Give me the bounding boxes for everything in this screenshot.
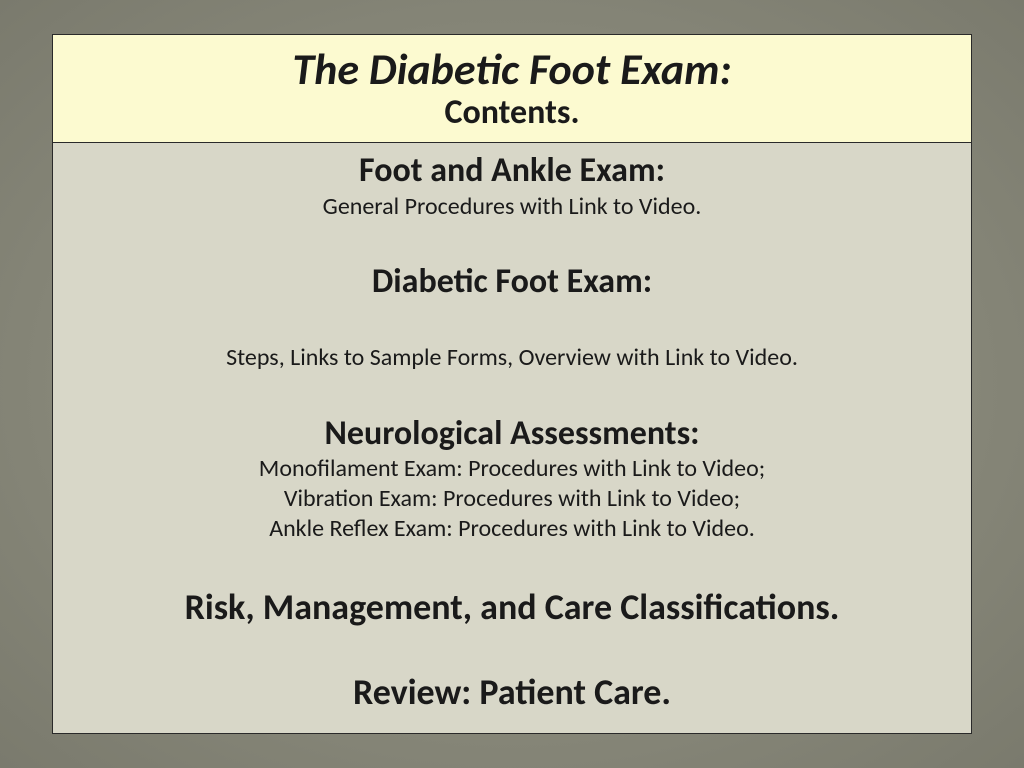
section-desc: General Procedures with Link to Video. (83, 192, 941, 222)
section-desc-line: Vibration Exam: Procedures with Link to … (83, 484, 941, 514)
closing-heading: Risk, Management, and Care Classificatio… (83, 585, 941, 630)
content-area: Foot and Ankle Exam: General Procedures … (53, 143, 971, 733)
section-foot-ankle: Foot and Ankle Exam: General Procedures … (83, 151, 941, 222)
section-heading: Foot and Ankle Exam: (83, 151, 941, 192)
title-box: The Diabetic Foot Exam: Contents. (53, 35, 971, 143)
section-neuro: Neurological Assessments: Monofilament E… (83, 414, 941, 545)
section-desc-line: Monofilament Exam: Procedures with Link … (83, 454, 941, 484)
slide: The Diabetic Foot Exam: Contents. Foot a… (52, 34, 972, 734)
section-desc: Steps, Links to Sample Forms, Overview w… (83, 343, 941, 373)
section-heading: Neurological Assessments: (83, 414, 941, 455)
section-heading: Diabetic Foot Exam: (83, 262, 941, 303)
section-diabetic-foot: Diabetic Foot Exam: (83, 262, 941, 303)
section-desc-line: Ankle Reflex Exam: Procedures with Link … (83, 514, 941, 544)
slide-title: The Diabetic Foot Exam: (53, 45, 971, 93)
closing-heading: Review: Patient Care. (83, 670, 941, 715)
slide-subtitle: Contents. (53, 93, 971, 134)
